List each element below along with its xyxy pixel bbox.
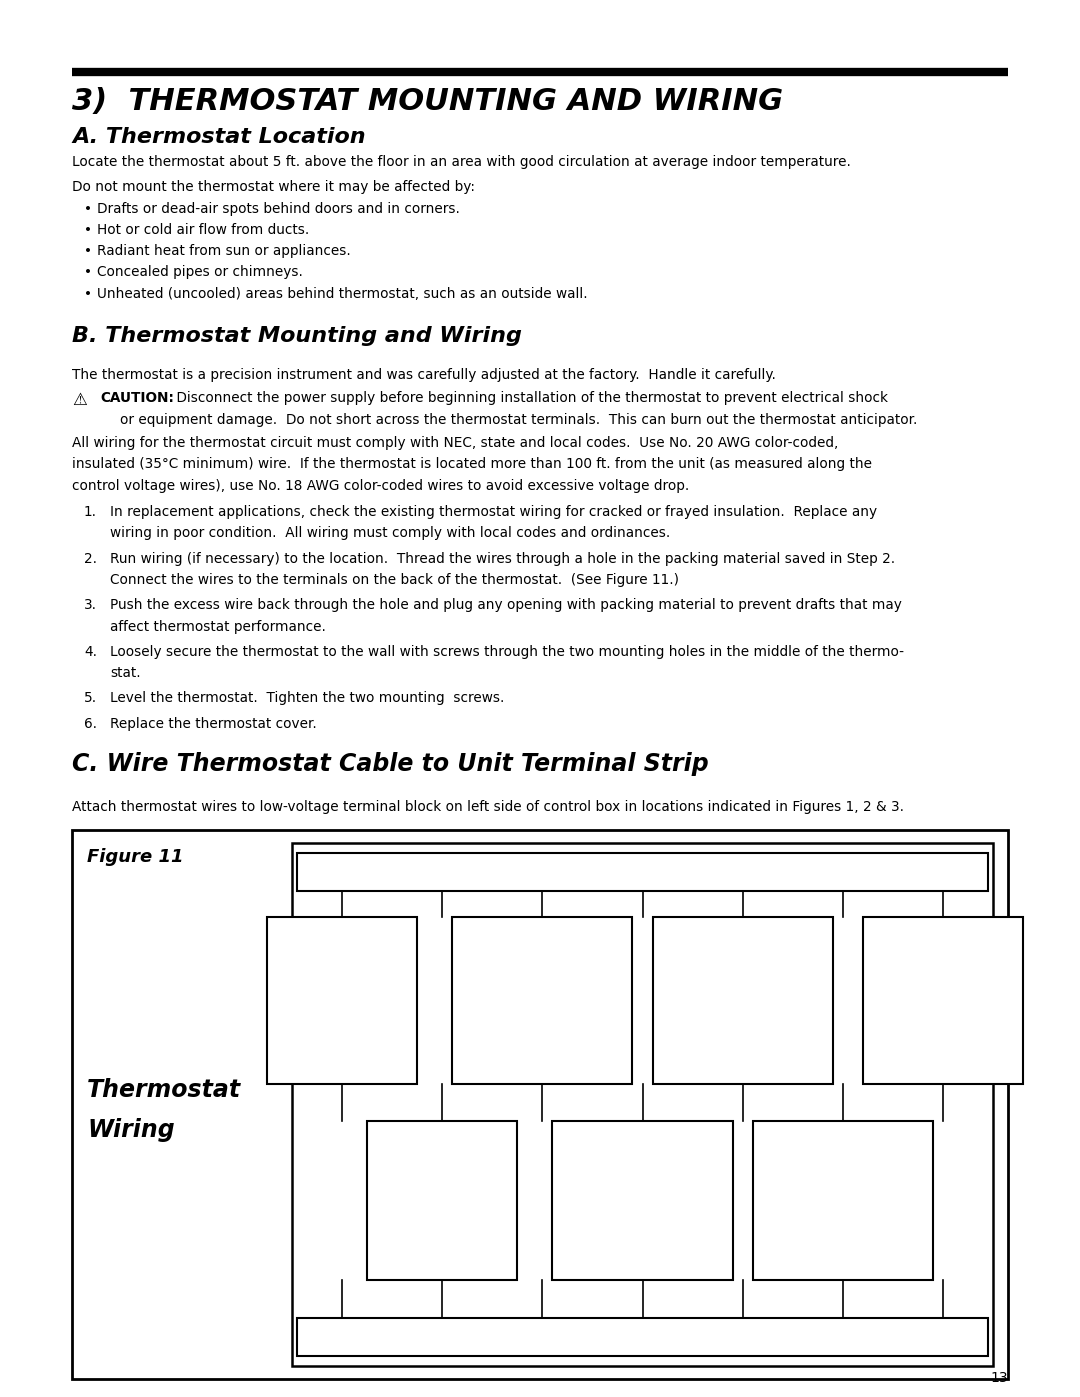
Text: 5.: 5. <box>84 692 97 705</box>
Text: •: • <box>84 286 92 300</box>
Text: insulated (35°C minimum) wire.  If the thermostat is located more than 100 ft. f: insulated (35°C minimum) wire. If the th… <box>72 457 872 471</box>
Text: Reversing
Valve: Reversing Valve <box>609 1186 675 1214</box>
Text: Emergency
Heat: Emergency Heat <box>806 1186 880 1214</box>
Text: Y: Y <box>537 865 548 880</box>
Bar <box>267 916 417 1084</box>
Text: R: R <box>436 865 448 880</box>
Text: Replace the thermostat cover.: Replace the thermostat cover. <box>110 717 316 731</box>
Text: control voltage wires), use No. 18 AWG color-coded wires to avoid excessive volt: control voltage wires), use No. 18 AWG c… <box>72 479 689 493</box>
Bar <box>863 916 1023 1084</box>
Text: Y: Y <box>537 1330 548 1344</box>
Text: 1.: 1. <box>84 504 97 518</box>
Text: G: G <box>336 1330 348 1344</box>
Text: •: • <box>84 201 92 215</box>
Text: Unheated (uncooled) areas behind thermostat, such as an outside wall.: Unheated (uncooled) areas behind thermos… <box>97 286 588 300</box>
Text: Hot or cold air flow from ducts.: Hot or cold air flow from ducts. <box>97 224 309 237</box>
Bar <box>753 1122 933 1280</box>
Text: Disconnect the power supply before beginning installation of the thermostat to p: Disconnect the power supply before begin… <box>172 391 888 405</box>
Text: W: W <box>730 865 745 880</box>
Text: G: G <box>336 865 348 880</box>
Text: Loosely secure the thermostat to the wall with screws through the two mounting h: Loosely secure the thermostat to the wal… <box>110 645 904 659</box>
Text: C: C <box>937 865 948 880</box>
Text: •: • <box>84 244 92 258</box>
Text: Wiring: Wiring <box>87 1118 175 1141</box>
Text: Push the excess wire back through the hole and plug any opening with packing mat: Push the excess wire back through the ho… <box>110 598 902 612</box>
Text: or equipment damage.  Do not short across the thermostat terminals.  This can bu: or equipment damage. Do not short across… <box>120 412 917 426</box>
Bar <box>552 1122 732 1280</box>
Text: 24V: 24V <box>429 1194 455 1207</box>
Text: stat.: stat. <box>110 666 140 680</box>
Text: X: X <box>937 1330 948 1344</box>
Text: CAUTION:: CAUTION: <box>100 391 174 405</box>
Text: In replacement applications, check the existing thermostat wiring for cracked or: In replacement applications, check the e… <box>110 504 877 518</box>
Text: affect thermostat performance.: affect thermostat performance. <box>110 619 326 633</box>
Text: Connect the wires to the terminals on the back of the thermostat.  (See Figure 1: Connect the wires to the terminals on th… <box>110 573 679 587</box>
Text: E: E <box>838 865 848 880</box>
Text: Auxiliary
Heat: Auxiliary Heat <box>714 986 772 1014</box>
Text: W2: W2 <box>729 1330 756 1344</box>
Text: All wiring for the thermostat circuit must comply with NEC, state and local code: All wiring for the thermostat circuit mu… <box>72 436 838 450</box>
Text: Fan: Fan <box>330 993 353 1007</box>
Text: B. Thermostat Mounting and Wiring: B. Thermostat Mounting and Wiring <box>72 326 522 346</box>
Text: Do not mount the thermostat where it may be affected by:: Do not mount the thermostat where it may… <box>72 179 475 194</box>
Text: wiring in poor condition.  All wiring must comply with local codes and ordinance: wiring in poor condition. All wiring mus… <box>110 527 671 541</box>
Text: B: B <box>637 865 648 880</box>
Text: ⚠: ⚠ <box>72 391 86 409</box>
Text: A. Thermostat Location: A. Thermostat Location <box>72 127 366 147</box>
Text: Locate the thermostat about 5 ft. above the floor in an area with good circulati: Locate the thermostat about 5 ft. above … <box>72 155 851 169</box>
Text: The thermostat is a precision instrument and was carefully adjusted at the facto: The thermostat is a precision instrument… <box>72 369 775 383</box>
Text: B: B <box>637 1330 648 1344</box>
Bar <box>297 854 988 891</box>
Text: Concealed pipes or chimneys.: Concealed pipes or chimneys. <box>97 265 302 279</box>
Bar <box>453 916 633 1084</box>
Text: •: • <box>84 224 92 237</box>
Bar <box>652 916 833 1084</box>
Text: C. Wire Thermostat Cable to Unit Terminal Strip: C. Wire Thermostat Cable to Unit Termina… <box>72 752 708 777</box>
Text: 2: 2 <box>748 875 755 884</box>
Text: Compressor: Compressor <box>502 993 582 1007</box>
Text: 2.: 2. <box>84 552 97 566</box>
Text: R: R <box>436 1330 448 1344</box>
Text: 13: 13 <box>990 1370 1008 1384</box>
Text: Figure 11: Figure 11 <box>87 848 184 866</box>
Text: Radiant heat from sun or appliances.: Radiant heat from sun or appliances. <box>97 244 351 258</box>
Bar <box>72 830 1008 1379</box>
Text: 3.: 3. <box>84 598 97 612</box>
Bar <box>297 1317 988 1356</box>
Text: Level the thermostat.  Tighten the two mounting  screws.: Level the thermostat. Tighten the two mo… <box>110 692 504 705</box>
Text: 6.: 6. <box>84 717 97 731</box>
Bar <box>292 842 993 1366</box>
Text: Attach thermostat wires to low-voltage terminal block on left side of control bo: Attach thermostat wires to low-voltage t… <box>72 800 904 814</box>
Text: Run wiring (if necessary) to the location.  Thread the wires through a hole in t: Run wiring (if necessary) to the locatio… <box>110 552 895 566</box>
Text: Drafts or dead-air spots behind doors and in corners.: Drafts or dead-air spots behind doors an… <box>97 201 460 215</box>
Text: Common: Common <box>913 993 973 1007</box>
Text: •: • <box>84 265 92 279</box>
Bar <box>367 1122 517 1280</box>
Text: E: E <box>838 1330 848 1344</box>
Text: 4.: 4. <box>84 645 97 659</box>
Text: 3)  THERMOSTAT MOUNTING AND WIRING: 3) THERMOSTAT MOUNTING AND WIRING <box>72 87 783 116</box>
Text: Thermostat: Thermostat <box>87 1077 241 1102</box>
